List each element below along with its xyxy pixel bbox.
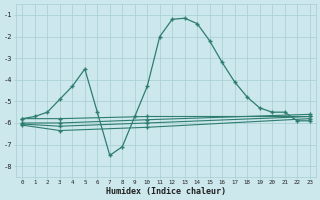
X-axis label: Humidex (Indice chaleur): Humidex (Indice chaleur) [106, 187, 226, 196]
